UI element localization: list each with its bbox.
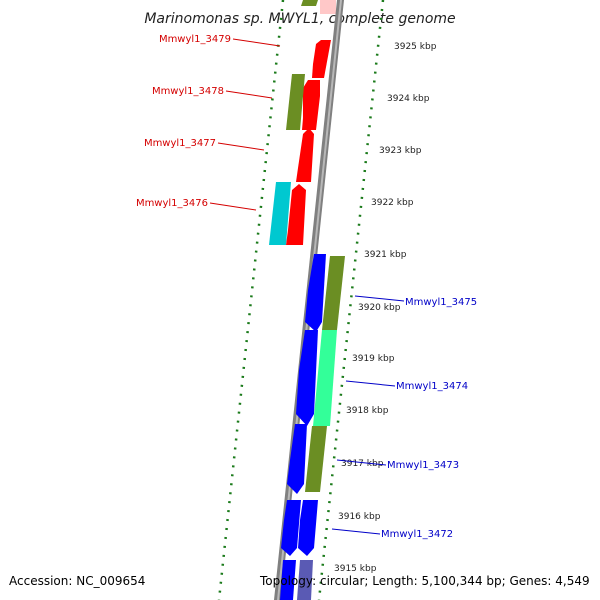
kbp-label: 3915 kbp [334,564,377,574]
gene-3473-domain [305,426,327,492]
gene-label-3473[interactable]: Mmwyl1_3473 [387,460,459,471]
kbp-label: 3921 kbp [364,250,407,260]
kbp-label: 3923 kbp [379,146,422,156]
leader-line [232,38,281,47]
kbp-label: 3924 kbp [387,94,430,104]
leader-line [336,459,387,466]
inner-tick-track [217,0,285,600]
gene-fragment-bottom-slate [297,560,313,600]
gene-3479-arrow[interactable] [312,40,331,78]
gene-labels-left: Mmwyl1_3479 Mmwyl1_3478 Mmwyl1_3477 Mmwy… [136,34,281,211]
gene-3476-arrow[interactable] [286,184,306,245]
leader-line [354,295,405,302]
leader-line [217,142,265,151]
gene-fragment-top-pink [320,0,336,14]
gene-3472-a-arrow[interactable] [281,500,301,556]
gene-label-3472[interactable]: Mmwyl1_3472 [381,529,453,540]
gene-3473-arrow[interactable] [287,424,307,494]
kbp-label: 3922 kbp [371,198,414,208]
gene-label-3476[interactable]: Mmwyl1_3476 [136,198,208,209]
gene-fragment-bottom-blue [280,560,296,600]
gene-label-3474[interactable]: Mmwyl1_3474 [396,381,468,392]
gene-3477-arrow[interactable] [296,128,314,182]
gene-3475-domain [322,256,345,330]
gene-label-3479[interactable]: Mmwyl1_3479 [159,34,231,45]
kbp-label: 3919 kbp [352,354,395,364]
kbp-label: 3920 kbp [358,303,401,313]
kbp-scale: 3925 kbp 3924 kbp 3923 kbp 3922 kbp 3921… [334,42,437,574]
leader-line [225,90,273,99]
gene-3474-domain [313,330,337,426]
kbp-label: 3916 kbp [338,512,381,522]
map-title: Marinomonas sp. MWYL1, complete genome [144,11,455,27]
leader-line [345,380,396,387]
topology-text: Topology: circular; Length: 5,100,344 bp… [260,574,590,588]
leader-line [209,202,257,211]
kbp-label: 3925 kbp [394,42,437,52]
gene-label-3475[interactable]: Mmwyl1_3475 [405,297,477,308]
gene-3474-arrow[interactable] [296,330,318,426]
outer-tick-track [317,0,385,600]
kbp-label: 3917 kbp [341,459,384,469]
leader-line [331,528,381,535]
gene-labels-right: Mmwyl1_3475 Mmwyl1_3474 Mmwyl1_3473 Mmwy… [331,295,477,540]
gene-label-3477[interactable]: Mmwyl1_3477 [144,138,216,149]
gene-label-3478[interactable]: Mmwyl1_3478 [152,86,224,97]
gene-3478-arrow[interactable] [302,80,320,130]
gene-3478-domain [286,74,305,130]
accession-text: Accession: NC_009654 [9,574,146,588]
gene-fragment-top-olive [301,0,318,6]
gene-3472-b-arrow[interactable] [298,500,318,556]
gene-3475-arrow[interactable] [305,254,326,332]
gene-3476-domain [269,182,291,245]
kbp-label: 3918 kbp [346,406,389,416]
